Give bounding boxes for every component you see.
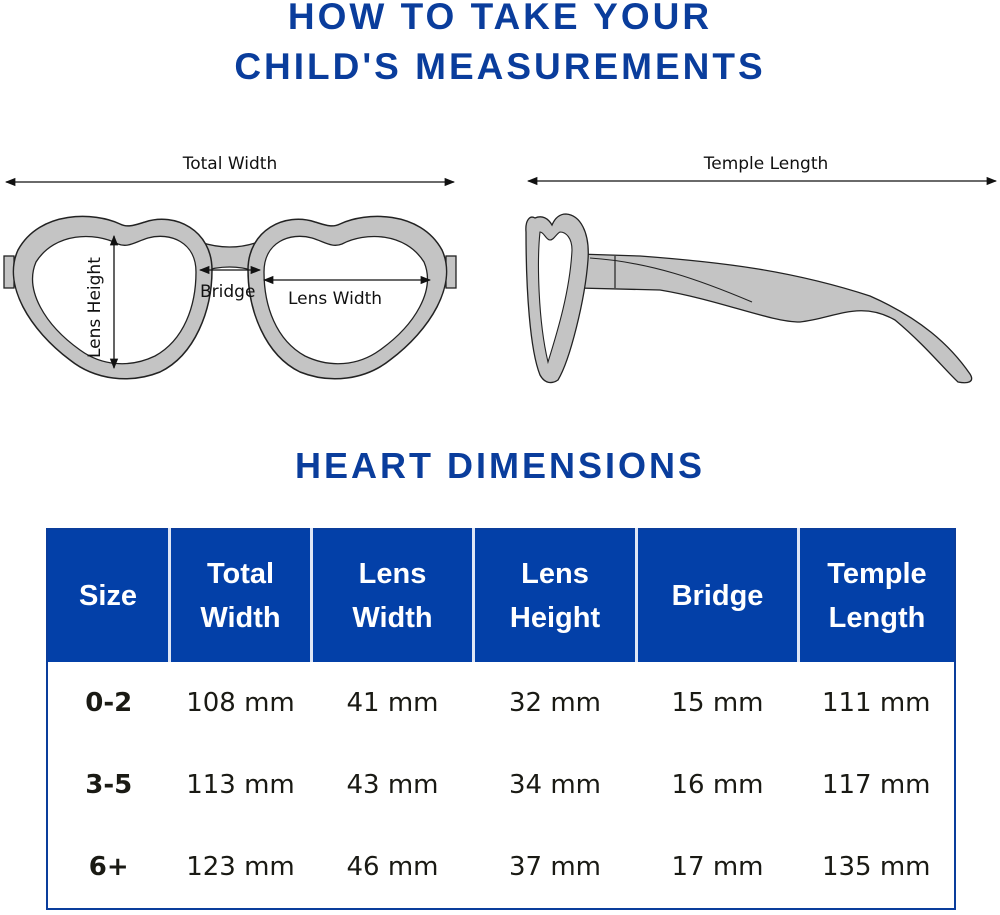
header-size: Size bbox=[47, 529, 170, 662]
cell-total-width: 108 mm bbox=[186, 688, 295, 718]
cell-size: 0-2 bbox=[85, 688, 133, 718]
header-bridge: Bridge bbox=[635, 529, 799, 662]
bridge-label: Bridge bbox=[200, 282, 255, 302]
cell-lens-height: 34 mm bbox=[508, 770, 601, 800]
page-title-line-2: CHILD'S MEASUREMENTS bbox=[234, 46, 766, 87]
header-lens-height: Lens Height bbox=[472, 529, 637, 662]
header-temple-length: Temple Length bbox=[797, 529, 955, 662]
cell-bridge: 17 mm bbox=[671, 852, 764, 882]
dimensions-table: Size Total Width Lens Width Lens Height Bri… bbox=[46, 528, 956, 910]
cell-bridge: 15 mm bbox=[671, 688, 764, 718]
page-title-line-1: HOW TO TAKE YOUR bbox=[287, 0, 713, 37]
section-title: HEART DIMENSIONS bbox=[294, 445, 706, 486]
cell-lens-height: 32 mm bbox=[508, 688, 601, 718]
temple-arm bbox=[577, 253, 973, 384]
header-lens-width: Lens Width bbox=[310, 529, 474, 662]
cell-temple-length: 135 mm bbox=[821, 852, 931, 882]
front-view-diagram: Total Width Lens Height Bridge Lens Widt… bbox=[0, 140, 470, 400]
header-total-width: Total Width bbox=[168, 529, 312, 662]
temple-length-label: Temple Length bbox=[703, 154, 829, 174]
cell-bridge: 16 mm bbox=[671, 770, 764, 800]
table-header-row: Size Total Width Lens Width Lens Height Bri… bbox=[47, 529, 955, 662]
side-view-diagram: Temple Length bbox=[510, 140, 1000, 400]
cell-size: 6+ bbox=[88, 852, 129, 882]
lens-width-label: Lens Width bbox=[288, 289, 382, 309]
table-row: 3-5 113 mm 43 mm 34 mm 16 mm 117 mm bbox=[47, 744, 955, 826]
cell-lens-width: 41 mm bbox=[346, 688, 439, 718]
cell-total-width: 123 mm bbox=[186, 852, 295, 882]
cell-total-width: 113 mm bbox=[186, 770, 295, 800]
cell-temple-length: 117 mm bbox=[821, 770, 931, 800]
lens-height-label: Lens Height bbox=[85, 257, 105, 358]
table-row: 0-2 108 mm 41 mm 32 mm 15 mm 111 mm bbox=[47, 662, 955, 744]
total-width-label: Total Width bbox=[182, 154, 278, 174]
cell-lens-height: 37 mm bbox=[508, 852, 601, 882]
cell-lens-width: 43 mm bbox=[346, 770, 439, 800]
cell-temple-length: 111 mm bbox=[821, 688, 931, 718]
cell-size: 3-5 bbox=[85, 770, 133, 800]
cell-lens-width: 46 mm bbox=[346, 852, 439, 882]
table-row: 6+ 123 mm 46 mm 37 mm 17 mm 135 mm bbox=[47, 826, 955, 909]
